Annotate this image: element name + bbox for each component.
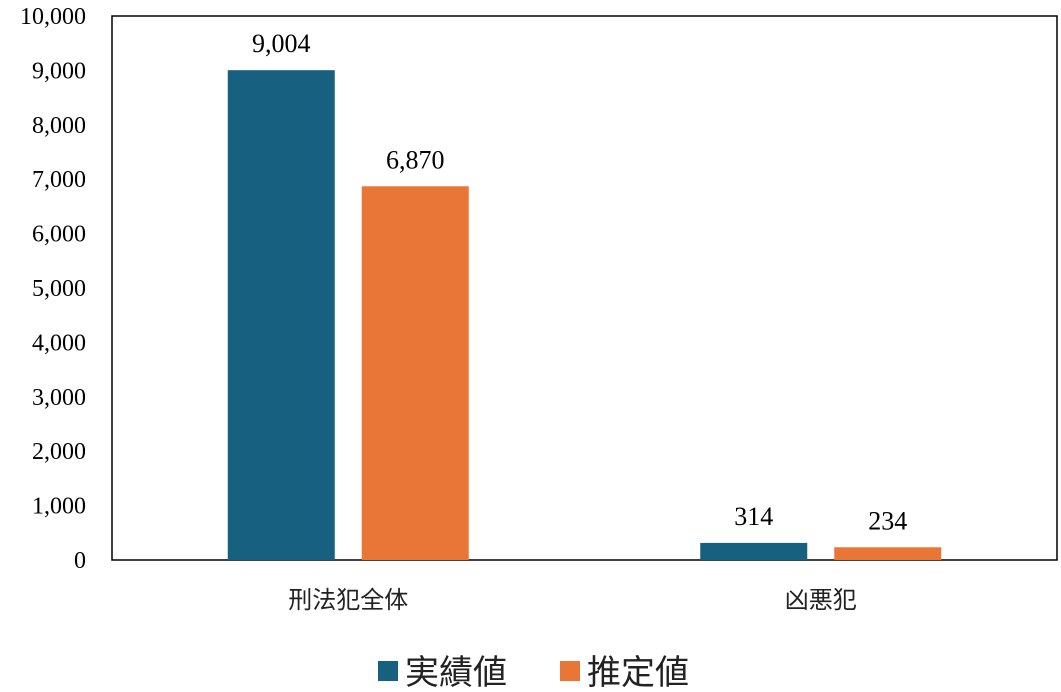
bar bbox=[361, 186, 469, 560]
y-tick-label: 9,000 bbox=[32, 58, 86, 84]
data-label: 234 bbox=[868, 506, 907, 535]
y-tick-label: 8,000 bbox=[32, 113, 86, 139]
bar bbox=[834, 547, 942, 560]
bars bbox=[227, 70, 942, 560]
plot-area-border bbox=[111, 15, 1058, 561]
data-labels: 9,004 6,870 314 234 bbox=[252, 29, 907, 535]
y-tick-label: 4,000 bbox=[32, 330, 86, 356]
legend-label: 実績値 bbox=[405, 653, 507, 692]
legend-swatch bbox=[378, 661, 398, 681]
y-tick-label: 2,000 bbox=[32, 439, 86, 465]
x-category-label: 刑法犯全体 bbox=[288, 586, 408, 614]
x-axis-categories: 刑法犯全体 凶悪犯 bbox=[288, 586, 857, 614]
y-tick-label: 3,000 bbox=[32, 385, 86, 411]
y-tick-label: 1,000 bbox=[32, 494, 86, 520]
y-tick-label: 7,000 bbox=[32, 167, 86, 193]
x-category-label: 凶悪犯 bbox=[785, 586, 857, 614]
data-label: 314 bbox=[734, 502, 773, 531]
legend-label: 推定値 bbox=[587, 653, 689, 692]
y-tick-label: 10,000 bbox=[20, 4, 86, 30]
y-tick-label: 5,000 bbox=[32, 276, 86, 302]
bar bbox=[227, 70, 335, 560]
legend-swatch bbox=[560, 661, 580, 681]
y-tick-label: 6,000 bbox=[32, 222, 86, 248]
data-label: 6,870 bbox=[386, 145, 445, 174]
y-axis-ticks: 0 1,000 2,000 3,000 4,000 5,000 6,000 7,000 8,00… bbox=[20, 4, 86, 574]
y-tick-label: 0 bbox=[74, 548, 86, 574]
bar bbox=[700, 542, 808, 560]
data-label: 9,004 bbox=[252, 29, 311, 58]
legend: 実績値 推定値 bbox=[378, 653, 689, 692]
